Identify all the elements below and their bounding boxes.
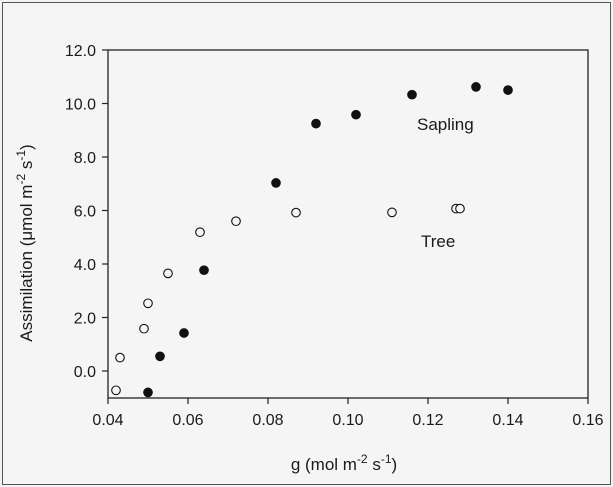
data-points — [111, 82, 513, 398]
x-tick-label: 0.04 — [92, 412, 123, 429]
ticks: 0.04 0.06 0.08 0.10 0.12 0.14 0.16 0.0 2.0 4.0 6.0… — [65, 43, 604, 429]
x-axis-title: g (mol m-2 s-1) — [291, 452, 397, 474]
x-tick-label: 0.12 — [412, 412, 443, 429]
sapling-point — [311, 118, 321, 129]
tree-point — [111, 385, 121, 396]
sapling-point — [143, 387, 153, 398]
plot-area-border — [107, 49, 589, 399]
sapling-point — [407, 89, 417, 100]
sapling-point — [271, 178, 281, 188]
x-tick-label: 0.06 — [172, 412, 203, 429]
tree-point — [139, 323, 149, 334]
y-tick-label: 10.0 — [65, 97, 96, 114]
x-tick-label: 0.10 — [332, 412, 363, 429]
y-tick-label: 12.0 — [65, 43, 96, 60]
tree-point — [455, 203, 465, 214]
sapling-point — [199, 265, 209, 276]
sapling-point — [503, 85, 513, 95]
y-tick-label: 4.0 — [74, 257, 96, 274]
sapling-point — [471, 82, 481, 92]
tree-point — [115, 352, 125, 363]
tree-point — [163, 268, 173, 279]
x-tick-label: 0.08 — [252, 412, 283, 429]
y-axis-title: Assimilation (μmol m-2 s-1) — [14, 144, 36, 341]
tree-point — [387, 207, 397, 218]
y-tick-label: 8.0 — [74, 150, 96, 167]
x-tick-label: 0.16 — [572, 412, 603, 429]
tree-point — [195, 227, 205, 238]
y-tick-label: 2.0 — [74, 311, 96, 328]
sapling-point — [351, 109, 361, 120]
tree-point — [231, 216, 241, 227]
axes — [107, 49, 589, 399]
sapling-point — [179, 328, 189, 338]
tree-point — [143, 298, 153, 309]
x-tick-label: 0.14 — [492, 412, 523, 429]
y-tick-label: 0.0 — [74, 364, 96, 381]
sapling-point — [155, 351, 165, 362]
y-tick-label: 6.0 — [74, 204, 96, 221]
series-label-sapling: Sapling — [417, 115, 474, 134]
tree-point — [291, 207, 301, 218]
series-label-tree: Tree — [421, 232, 455, 251]
